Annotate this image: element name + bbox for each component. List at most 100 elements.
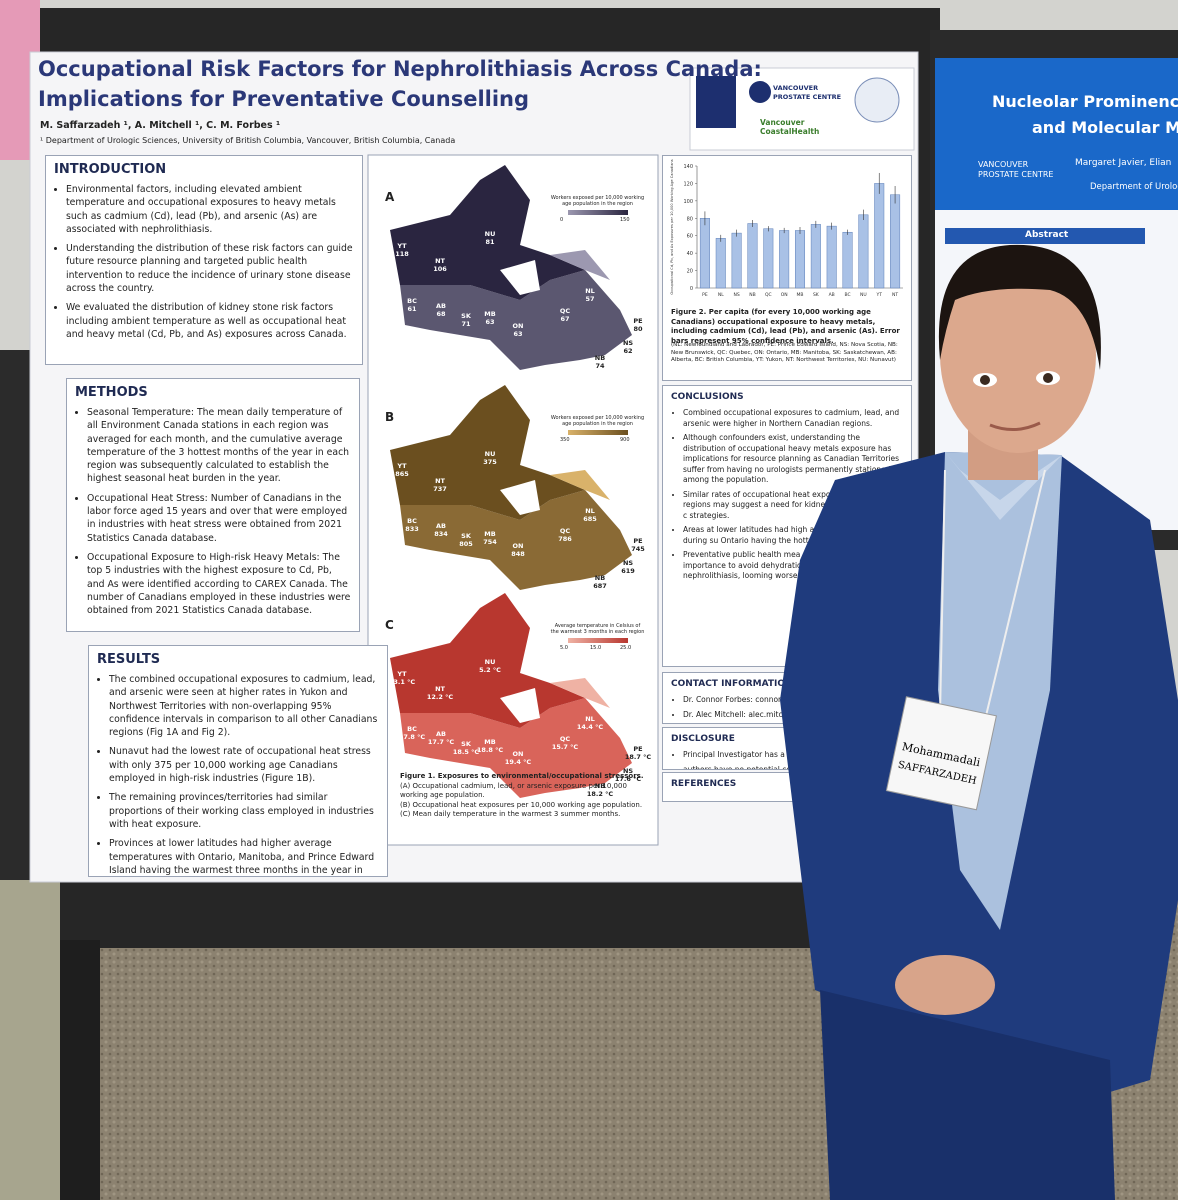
methods-box: METHODS Seasonal Temperature: The mean da… — [66, 378, 360, 632]
map-label: YT 13.1 °C — [388, 670, 416, 686]
map-label: NB 18.2 °C — [586, 782, 614, 798]
region-code: YT — [397, 462, 407, 470]
bullet: Dr. Connor Forbes: connor.forbes — [683, 695, 903, 706]
poster-title: Implications for Preventative Counsellin… — [38, 87, 530, 111]
bullet: Environmental factors, including elevate… — [66, 183, 354, 236]
x-tick-label: PE — [702, 292, 708, 298]
map — [390, 165, 632, 370]
map-label: PE 745 — [624, 537, 652, 553]
bullet: The remaining provinces/territories had … — [109, 791, 379, 831]
region-value: 17.8 °C — [398, 733, 426, 741]
figure1-caption: Figure 1. Exposures to environmental/occ… — [400, 772, 650, 820]
y-tick-label: 40 — [687, 251, 693, 257]
y-tick-label: 120 — [683, 181, 693, 187]
map-label: QC 67 — [551, 307, 579, 323]
region-value: 63 — [485, 318, 495, 326]
region-value: 106 — [433, 265, 447, 273]
region-value: 67 — [560, 315, 570, 323]
bullet: We evaluated the distribution of kidney … — [66, 301, 354, 341]
map-east — [550, 678, 610, 708]
bullet: Dr. Alec Mitchell: alec.mitchell@ — [683, 710, 903, 721]
map-label: AB 68 — [427, 302, 455, 318]
map-label: ON 63 — [504, 322, 532, 338]
x-tick-label: AB — [829, 292, 835, 298]
region-code: SK — [461, 312, 471, 320]
y-tick-label: 60 — [687, 234, 693, 240]
bullet-list: Environmental factors, including elevate… — [54, 183, 354, 341]
map-south — [400, 698, 632, 798]
region-value: 18.2 °C — [586, 790, 614, 798]
map-label: NB 74 — [586, 354, 614, 370]
map-label: PE 80 — [624, 317, 652, 333]
neighbor-department: Department of Urologic S — [1090, 182, 1178, 192]
neighbor-logo: VANCOUVER PROSTATE CENTRE — [978, 160, 1054, 179]
region-value: 786 — [558, 535, 572, 543]
bullet: Understanding the distribution of these … — [66, 242, 354, 295]
region-value: 118 — [395, 250, 409, 258]
bullet: Preventative public health mea awareness… — [683, 550, 903, 582]
bullet: Occupational Heat Stress: Number of Cana… — [87, 492, 351, 545]
name-badge: Mohammadali SAFFARZADEH — [885, 696, 997, 811]
region-code: NL — [585, 507, 595, 515]
region-code: NB — [594, 354, 606, 362]
x-tick-label: MB — [797, 292, 804, 298]
map-label: QC 786 — [551, 527, 579, 543]
region-value: 13.1 °C — [388, 678, 416, 686]
y-tick-label: 140 — [683, 164, 693, 170]
map-label: ON 19.4 °C — [504, 750, 532, 766]
region-code: PE — [633, 537, 643, 545]
region-value: 685 — [583, 515, 597, 523]
region-code: ON — [512, 322, 524, 330]
region-code: NU — [484, 230, 496, 238]
x-tick-label: NU — [860, 292, 867, 298]
region-code: MB — [484, 530, 496, 538]
y-tick-label: 0 — [690, 286, 693, 292]
map-legend-tick: 15.0 — [590, 645, 602, 651]
map-label: QC 15.7 °C — [551, 735, 579, 751]
region-code: NS — [622, 339, 634, 347]
region-value: 619 — [621, 567, 635, 575]
neighbor-section: Abstract — [1025, 230, 1069, 240]
region-value: 63 — [513, 330, 523, 338]
region-code: NU — [484, 658, 496, 666]
caption-line: Figure 1. Exposures to environmental/occ… — [400, 772, 644, 780]
region-code: BC — [407, 517, 417, 525]
region-value: 57 — [585, 295, 595, 303]
map-label: ON 848 — [504, 542, 532, 558]
region-value: 80 — [633, 325, 643, 333]
region-code: NS — [622, 559, 634, 567]
region-code: NT — [435, 257, 445, 265]
map-legend-tick: 25.0 — [620, 645, 632, 651]
map-label: SK 805 — [452, 532, 480, 548]
bullet-list: Combined occupational exposures to cadmi… — [671, 408, 903, 582]
region-value: 74 — [595, 362, 605, 370]
region-value: 834 — [434, 530, 448, 538]
map-legend-title: Workers exposed per 10,000 working age p… — [550, 195, 645, 207]
bullet: Areas at lower latitudes had high ambien… — [683, 525, 903, 546]
map-label: NU 375 — [476, 450, 504, 466]
map-label: NS 17.6 °C — [614, 767, 642, 783]
caption-line: (B) Occupational heat exposures per 10,0… — [400, 800, 643, 809]
map-label: PE 18.7 °C — [624, 745, 652, 761]
map-label: MB 754 — [476, 530, 504, 546]
figure2-box: Occupational Cd, Pb, and As Exposures pe… — [662, 155, 912, 381]
map-panel: B Workers exposed per 10,000 working age … — [370, 380, 656, 595]
y-tick-label: 100 — [683, 199, 693, 205]
map-label: YT 118 — [388, 242, 416, 258]
x-tick-label: SK — [813, 292, 820, 298]
region-code: PE — [633, 317, 643, 325]
map-label: AB 834 — [427, 522, 455, 538]
introduction-box: INTRODUCTION Environmental factors, inclu… — [45, 155, 363, 365]
region-code: QC — [559, 735, 571, 743]
map-legend-tick: 150 — [620, 217, 630, 223]
section-heading: METHODS — [75, 385, 148, 400]
region-code: MB — [484, 310, 496, 318]
caption-line: (A) Occupational cadmium, lead, or arsen… — [400, 781, 627, 800]
bullet: authors have no potential conflic — [683, 765, 903, 770]
y-tick-label: 80 — [687, 216, 693, 222]
region-code: YT — [397, 670, 407, 678]
affiliation: ¹ Department of Urologic Sciences, Unive… — [40, 136, 456, 145]
map-panel: A Workers exposed per 10,000 working age … — [370, 160, 656, 375]
region-value: 18.7 °C — [624, 753, 652, 761]
